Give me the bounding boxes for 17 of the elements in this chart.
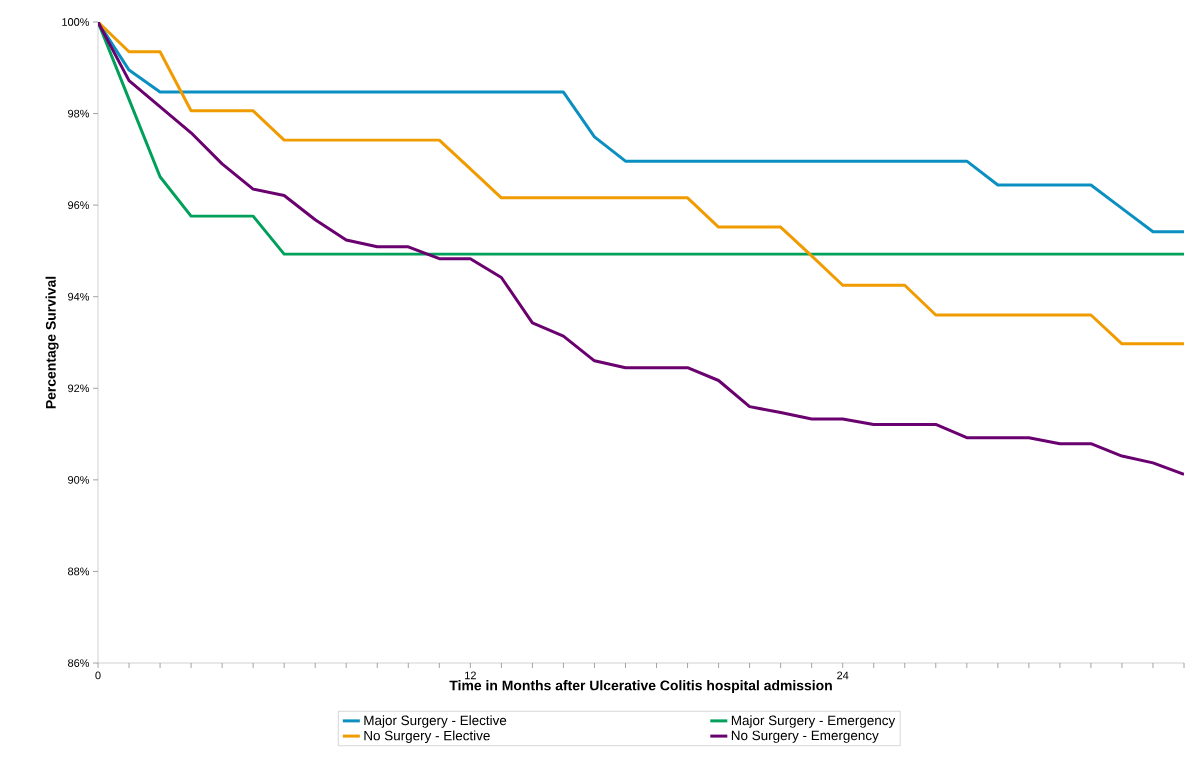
y-tick-label: 100%: [62, 18, 90, 26]
legend-label: Major Surgery - Elective: [364, 715, 507, 728]
legend-label: Major Surgery - Emergency: [731, 715, 896, 728]
y-tick-label: 94%: [68, 292, 90, 301]
y-axis-title: Percentage Survival: [45, 276, 59, 409]
x-tick-label: 24: [837, 671, 849, 680]
y-tick-label: 86%: [68, 659, 90, 667]
x-tick-label: 12: [465, 671, 476, 680]
y-tick-label: 98%: [68, 109, 90, 118]
y-tick-label: 92%: [68, 384, 90, 393]
y-tick-label: 90%: [68, 475, 90, 484]
y-tick-label: 96%: [68, 201, 90, 210]
legend-label: No Surgery - Elective: [364, 730, 490, 744]
y-tick-label: 88%: [68, 567, 90, 576]
x-axis-title: Time in Months after Ulcerative Colitis hospital admission: [449, 680, 832, 694]
x-tick-label: 0: [95, 671, 101, 680]
legend-label: No Surgery - Emergency: [731, 730, 879, 743]
